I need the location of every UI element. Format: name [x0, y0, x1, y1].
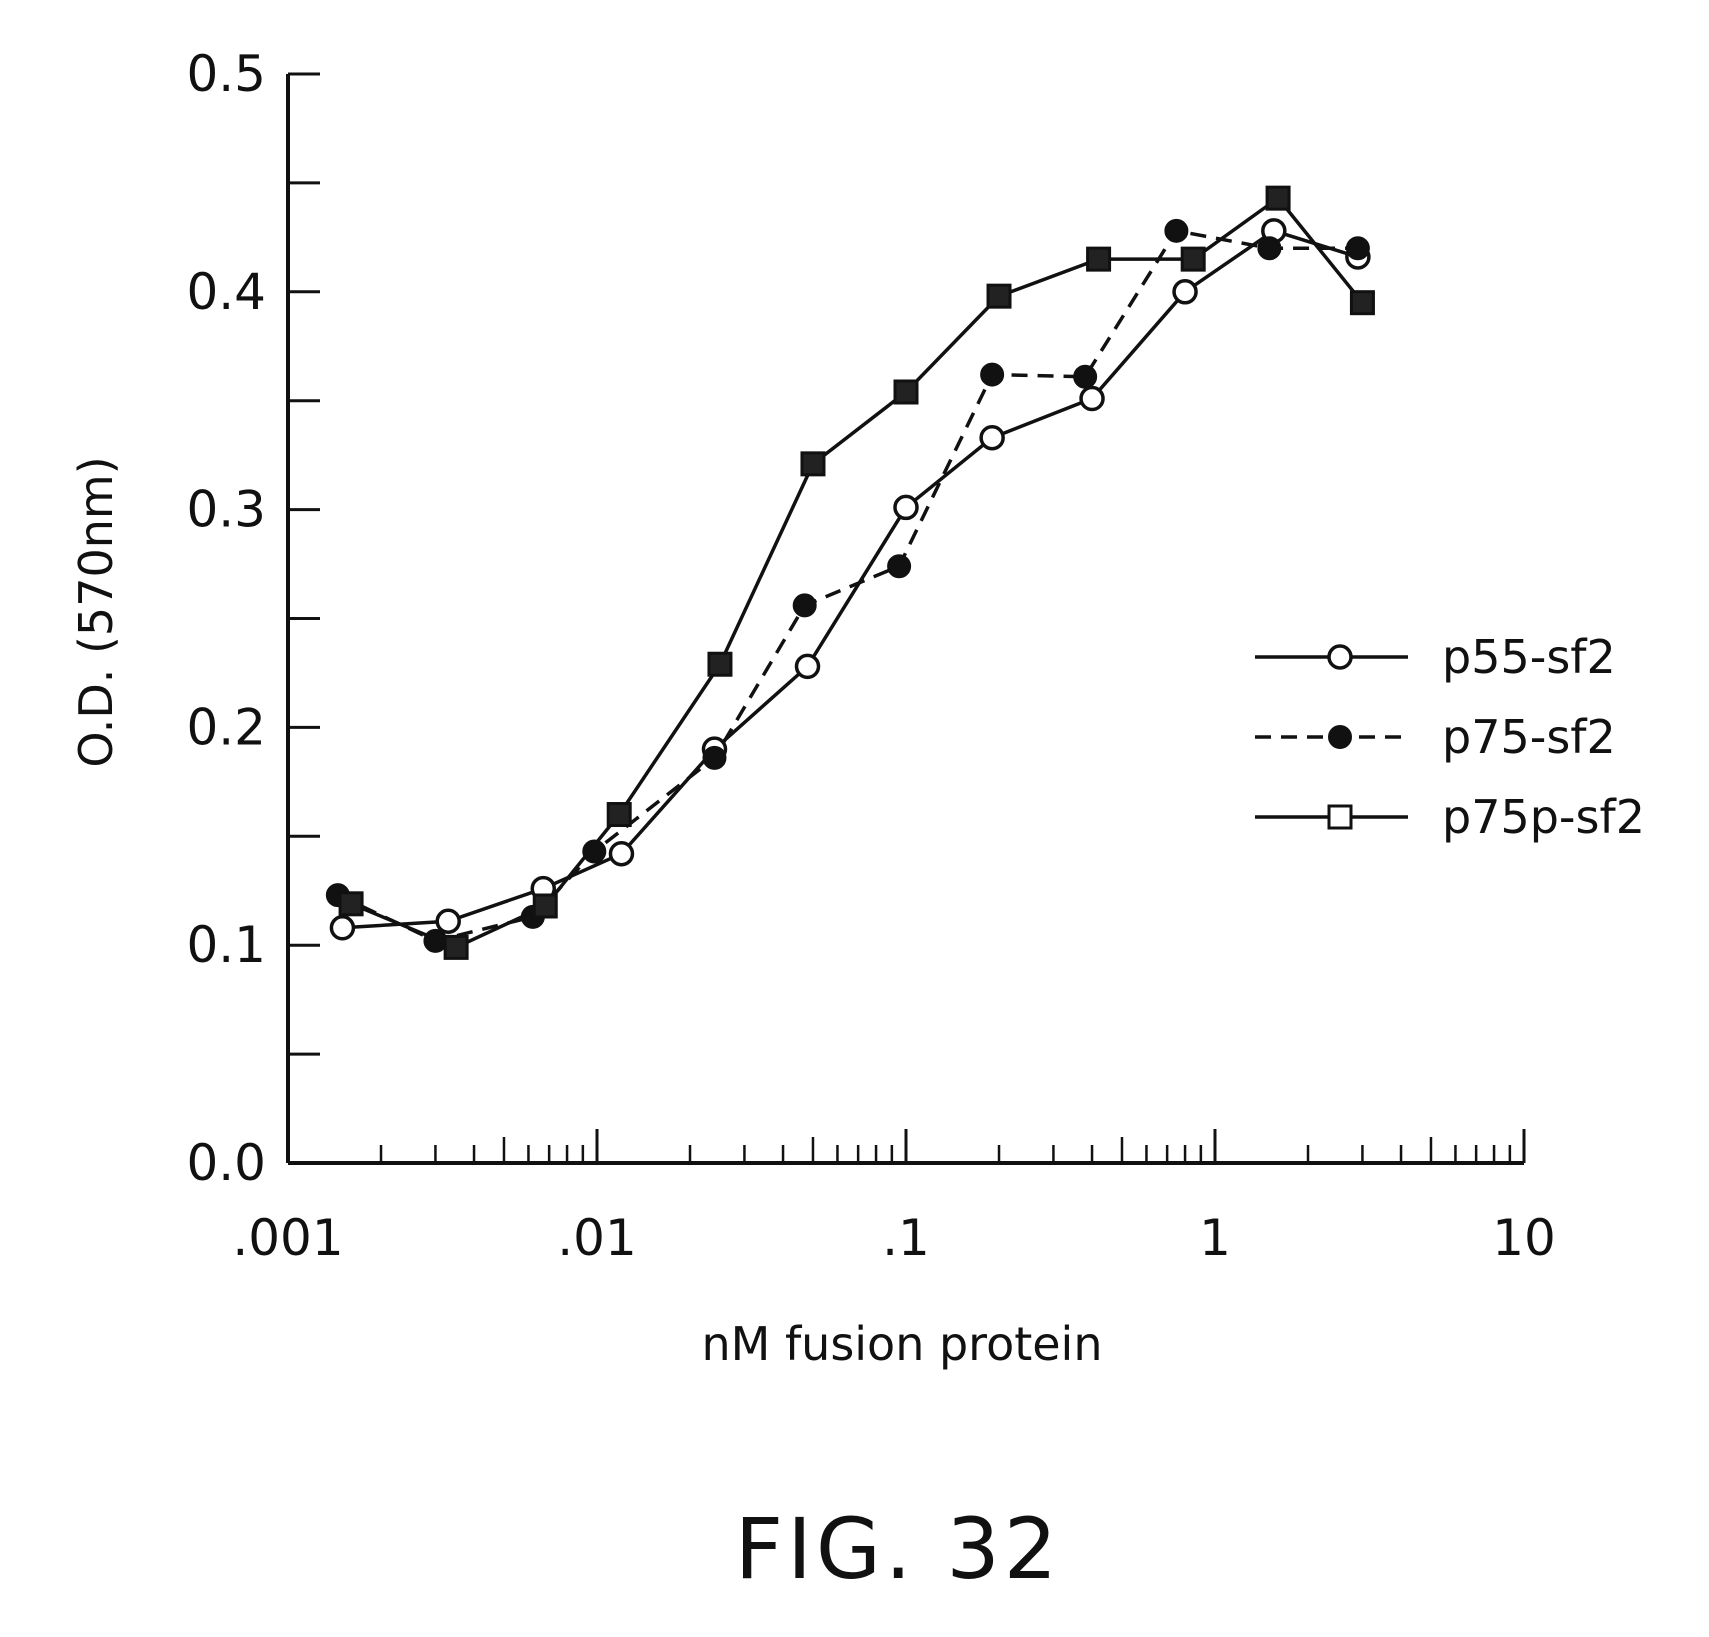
data-point	[981, 364, 1003, 386]
data-point	[534, 895, 556, 917]
x-tick-label: 1	[1199, 1209, 1231, 1267]
y-axis-label: O.D. (570nm)	[69, 456, 123, 767]
data-point	[1267, 187, 1289, 209]
data-point	[988, 285, 1010, 307]
data-point	[1088, 248, 1110, 270]
x-tick-label: 10	[1492, 1209, 1556, 1267]
data-point	[981, 427, 1003, 449]
series-line	[351, 198, 1362, 947]
figure-label: FIG. 32	[735, 1500, 1061, 1598]
legend-marker	[1329, 806, 1351, 828]
legend: p55-sf2 p75-sf2 p75p-sf2	[1255, 630, 1645, 844]
y-tick-label: 0.1	[186, 916, 266, 974]
x-tick-label: .001	[232, 1209, 343, 1267]
y-tick-label: 0.3	[186, 481, 266, 539]
legend-label: p55-sf2	[1442, 630, 1616, 684]
data-point	[1351, 292, 1373, 314]
data-point	[888, 555, 910, 577]
data-point	[895, 381, 917, 403]
data-point	[1182, 248, 1204, 270]
data-point	[1174, 281, 1196, 303]
data-point	[797, 655, 819, 677]
series-p75-sf2	[327, 220, 1369, 952]
series-layer	[327, 187, 1374, 958]
legend-item: p75p-sf2	[1255, 790, 1645, 844]
data-point	[802, 453, 824, 475]
x-tick-label: .1	[882, 1209, 930, 1267]
data-point	[1347, 237, 1369, 259]
data-point	[1074, 366, 1096, 388]
legend-label: p75p-sf2	[1442, 790, 1645, 844]
series-line	[338, 231, 1358, 941]
data-point	[794, 594, 816, 616]
legend-marker	[1329, 726, 1351, 748]
y-tick-label: 0.5	[186, 45, 266, 103]
data-point	[895, 496, 917, 518]
data-point	[709, 653, 731, 675]
y-tick-label: 0.4	[186, 263, 266, 321]
data-point	[608, 804, 630, 826]
series-p75p-sf2	[340, 187, 1373, 958]
series-p55-sf2	[331, 220, 1368, 939]
legend-marker	[1329, 646, 1351, 668]
legend-item: p75-sf2	[1255, 710, 1616, 764]
x-tick-label: .01	[557, 1209, 637, 1267]
data-point	[437, 910, 459, 932]
legend-label: p75-sf2	[1442, 710, 1616, 764]
data-point	[1081, 388, 1103, 410]
data-point	[445, 936, 467, 958]
data-point	[610, 843, 632, 865]
series-line	[342, 231, 1357, 928]
y-tick-label: 0.2	[186, 698, 266, 756]
y-ticks: 0.0 0.1 0.2 0.3 0.4 0.5	[186, 45, 320, 1192]
data-point	[340, 893, 362, 915]
x-ticks: .001 .01 .1 1 10	[232, 1129, 1555, 1267]
data-point	[703, 747, 725, 769]
x-axis-label: nM fusion protein	[702, 1317, 1103, 1371]
data-point	[331, 917, 353, 939]
data-point	[1258, 237, 1280, 259]
y-tick-label: 0.0	[186, 1134, 266, 1192]
legend-item: p55-sf2	[1255, 630, 1616, 684]
data-point	[1165, 220, 1187, 242]
